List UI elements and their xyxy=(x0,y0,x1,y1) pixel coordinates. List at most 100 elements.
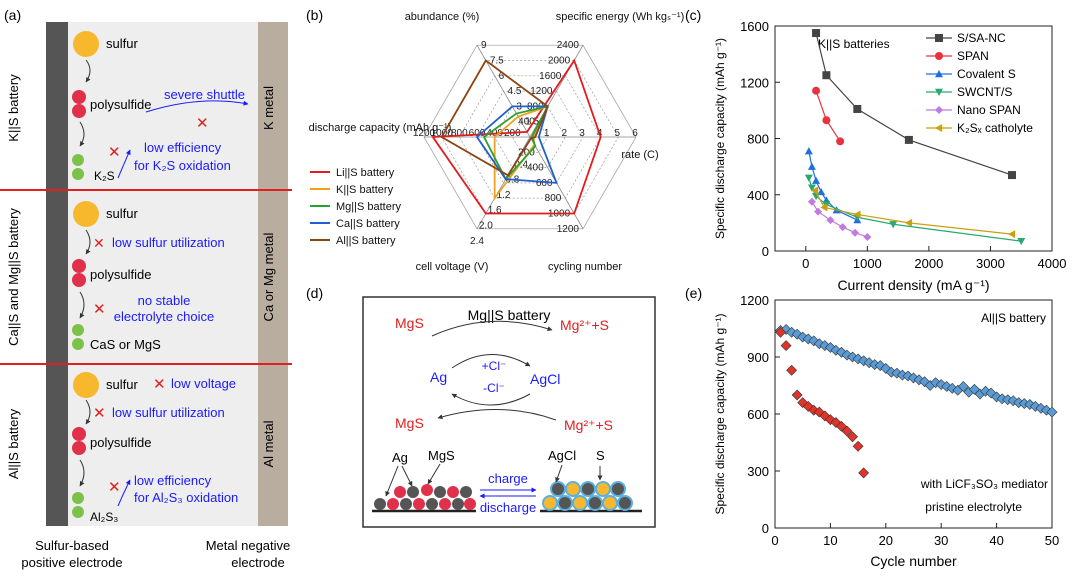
data-point xyxy=(853,210,861,219)
x-tick-label: 10 xyxy=(823,533,837,548)
footer-left: Sulfur-based xyxy=(35,538,109,553)
label-s-particle: S xyxy=(596,448,605,463)
issue-text: for K₂S oxidation xyxy=(134,158,231,173)
label-mgs-bottom: MgS xyxy=(395,415,424,431)
data-point xyxy=(1046,406,1058,418)
label-ag: Ag xyxy=(430,369,447,385)
panel-e-label: (e) xyxy=(685,285,702,301)
shuttle-arrow xyxy=(145,100,249,113)
label-agcl: AgCl xyxy=(530,371,560,387)
data-point xyxy=(780,340,792,352)
species-sulfur: sulfur xyxy=(106,377,138,392)
series-line xyxy=(815,90,841,142)
footer-right: electrode xyxy=(231,555,284,570)
legend-label: Covalent S xyxy=(957,67,1016,81)
data-point xyxy=(935,34,943,42)
data-point xyxy=(807,197,816,206)
cross-icon: ✕ xyxy=(153,376,166,393)
panel-c: (c) 0 1000 2000 3000 4000 0 400 800 1200 1600 Curr… xyxy=(685,7,1066,293)
pointer-arrow xyxy=(555,464,563,483)
radar-tick-label: 6 xyxy=(632,128,638,139)
legend-label: Li||S battery xyxy=(336,167,395,179)
data-point xyxy=(851,228,860,237)
data-point xyxy=(812,29,821,38)
x-tick-label: 1000 xyxy=(853,256,882,271)
metal-label-al: Al metal xyxy=(261,420,276,467)
panel-d-label: (d) xyxy=(306,285,323,301)
x-tick-label: 2000 xyxy=(914,256,943,271)
radar-tick-label: 1.6 xyxy=(488,205,502,216)
radar-tick-label: 200 xyxy=(518,147,535,158)
data-point xyxy=(812,86,821,95)
legend-label: Ca||S battery xyxy=(336,218,400,230)
label-mgs-particle: MgS xyxy=(428,448,455,463)
x-tick-label: 0 xyxy=(771,533,778,548)
sulfur-particle xyxy=(73,372,99,398)
sulfide-particle xyxy=(72,154,84,166)
sulfide-particle xyxy=(72,506,84,518)
radar-tick-label: 7.5 xyxy=(490,56,504,67)
data-point xyxy=(791,389,803,401)
cycling-chart: 0 10 20 30 40 50 0 300 600 900 1200 Cycle number Spe… xyxy=(713,293,1059,569)
polysulfide-particle xyxy=(72,441,86,455)
radar-tick-label: 400 xyxy=(527,163,544,174)
data-point xyxy=(852,440,864,452)
x-axis-title: Current density (mA g⁻¹) xyxy=(837,277,989,293)
footer-left: positive electrode xyxy=(21,555,122,570)
radar-tick-label: 2.0 xyxy=(479,220,493,231)
data-point xyxy=(935,106,943,114)
reaction-arrow xyxy=(85,229,91,255)
polysulfide-particle xyxy=(72,273,86,287)
data-point xyxy=(811,186,819,195)
y-axis-title: Specific discharge capacity (mAh g⁻¹) xyxy=(713,313,727,514)
x-tick-label: 30 xyxy=(934,533,948,548)
particle-cluster-right xyxy=(542,481,633,511)
metal-label-k: K metal xyxy=(261,86,276,130)
species-polysulfide: polysulfide xyxy=(90,97,151,112)
data-point xyxy=(935,52,943,60)
radar-series-polygon xyxy=(475,105,558,184)
radar-tick-label: 1.5 xyxy=(525,117,539,128)
species-sulfur: sulfur xyxy=(106,36,138,51)
radar-series-polygon xyxy=(431,58,602,215)
radar-tick-label: 4.5 xyxy=(508,86,522,97)
data-point xyxy=(812,176,821,184)
sulfide-particle xyxy=(72,168,84,180)
x-tick-label: 20 xyxy=(879,533,893,548)
sulfide-particle xyxy=(72,324,84,336)
legend-label: with LiCF₃SO₃ mediator xyxy=(920,477,1048,491)
pointer-arrow xyxy=(401,465,413,487)
radar-axis-title: specific energy (Wh kgₛ⁻¹) xyxy=(556,11,685,23)
radar-tick-label: 1.2 xyxy=(497,190,511,201)
data-point xyxy=(822,116,831,125)
data-point xyxy=(853,104,862,113)
radar-axis-title: discharge capacity (mAh g⁻¹) xyxy=(309,122,452,134)
radar-tick-label: 2.4 xyxy=(470,236,484,247)
data-point xyxy=(1017,237,1026,246)
radar-tick-label: 1200 xyxy=(557,224,580,235)
label-discharge: discharge xyxy=(480,500,536,515)
issue-text: for Al₂S₃ oxidation xyxy=(134,490,238,505)
x-tick-label: 3000 xyxy=(976,256,1005,271)
metal-bar xyxy=(258,22,288,526)
cross-icon: ✕ xyxy=(93,235,105,251)
reaction-arrow xyxy=(79,121,85,147)
issue-text: severe shuttle xyxy=(164,87,245,102)
y-tick-label: 800 xyxy=(747,132,769,147)
x-tick-label: 0 xyxy=(802,256,809,271)
label-plus-cl: +Cl⁻ xyxy=(482,359,507,373)
panel-c-label: (c) xyxy=(685,7,701,23)
species-al2s3: Al₂S₃ xyxy=(90,510,118,524)
data-point xyxy=(935,124,943,132)
issue-text: low voltage xyxy=(171,376,236,391)
data-point xyxy=(804,174,813,182)
y-tick-label: 0 xyxy=(762,244,769,259)
label-agcl-particle: AgCl xyxy=(548,448,576,463)
footer-right: Metal negative xyxy=(206,538,291,553)
issue-text: low sulfur utilization xyxy=(112,405,225,420)
polysulfide-particle xyxy=(72,259,86,273)
radar-tick-label: 800 xyxy=(451,128,468,139)
plot-frame xyxy=(774,25,1053,252)
data-point xyxy=(814,207,823,216)
